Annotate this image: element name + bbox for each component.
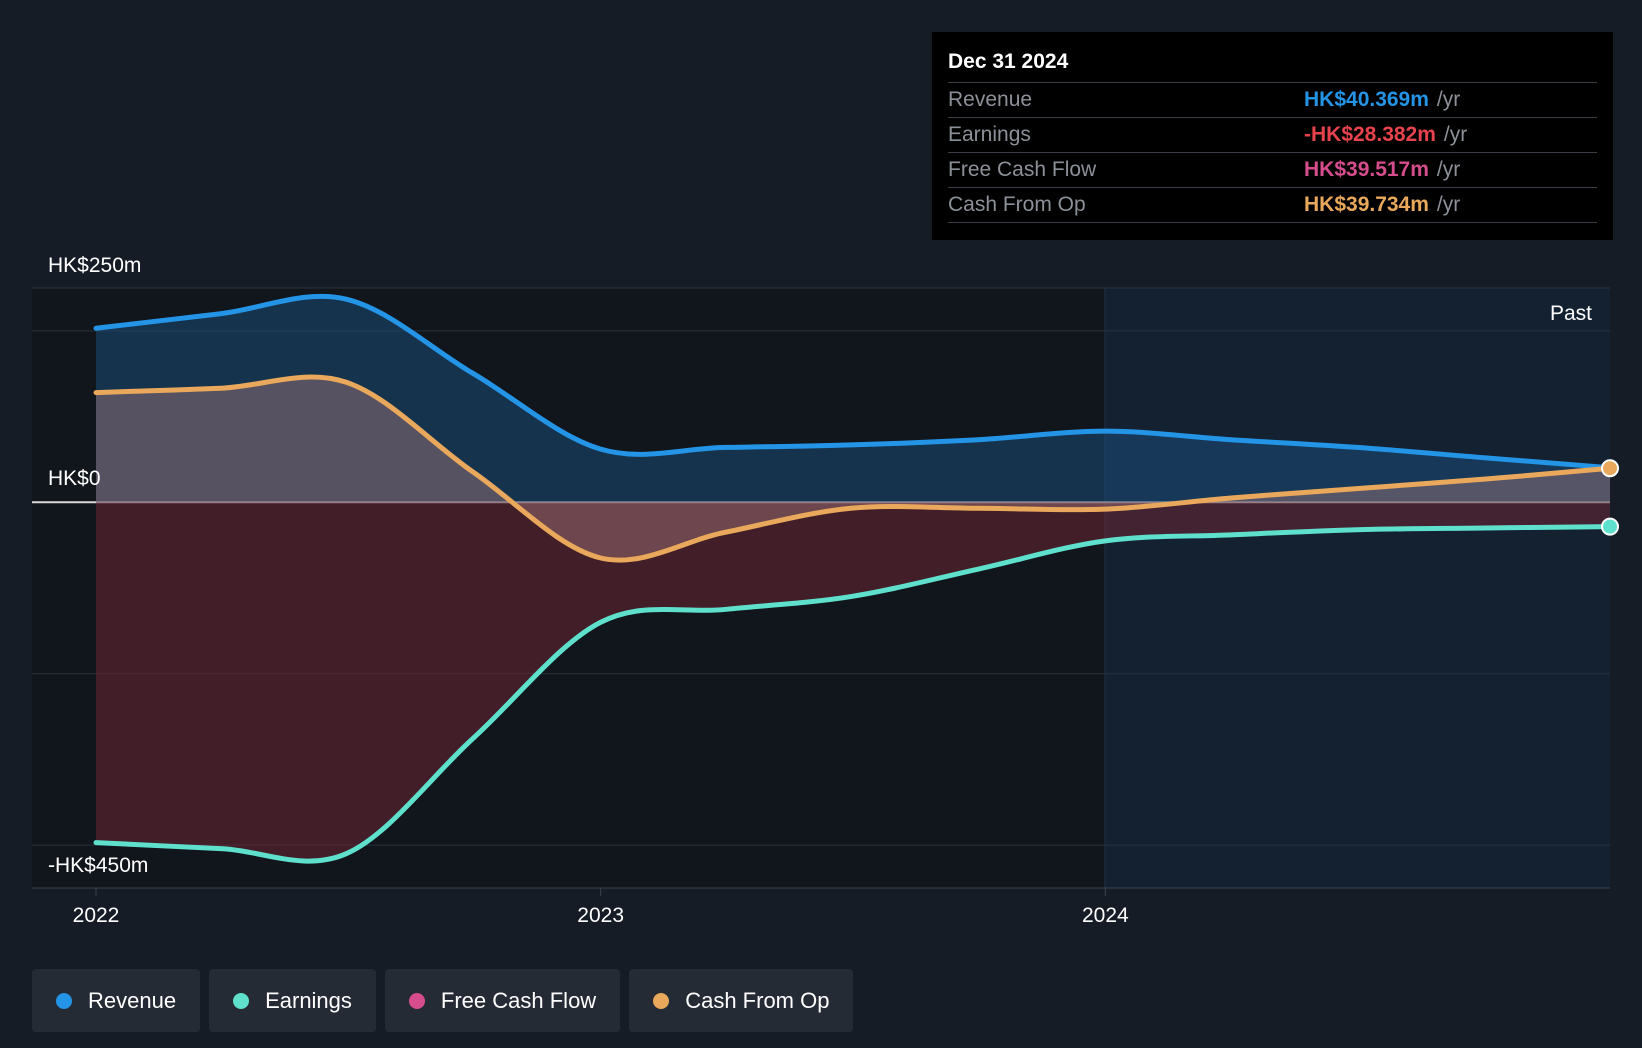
legend-label: Revenue (88, 987, 177, 1013)
tooltip-value: HK$39.517m (1304, 158, 1429, 181)
legend-dot-icon (56, 992, 72, 1009)
area-cash-from-op (96, 377, 1610, 561)
endpoint-earnings (1601, 517, 1619, 536)
line-cash-from-op (93, 374, 1613, 563)
legend: Revenue Earnings Free Cash Flow Cash Fro… (32, 969, 854, 1032)
tooltip-row-cash-from-op: Cash From Op HK$39.734m /yr (948, 188, 1597, 223)
tooltip-label: Cash From Op (948, 193, 1086, 216)
area-revenue (96, 296, 1610, 503)
line-earnings (93, 524, 1613, 864)
past-label: Past (1550, 302, 1592, 325)
tooltip-date: Dec 31 2024 (948, 46, 1597, 83)
legend-dot-icon (653, 992, 670, 1009)
tooltip-label: Free Cash Flow (948, 158, 1097, 181)
area-earnings (96, 502, 1610, 862)
past-region (1105, 288, 1610, 888)
legend-label: Earnings (265, 987, 352, 1013)
series-endpoints (1601, 459, 1619, 536)
tooltip-value: -HK$28.382m (1304, 123, 1436, 146)
legend-label: Free Cash Flow (440, 987, 597, 1013)
x-tick-label: 2024 (1082, 904, 1129, 927)
y-label-top: HK$250m (48, 254, 141, 277)
x-axis-ticks: 2022 2023 2024 (73, 888, 1129, 927)
x-tick-label: 2023 (577, 904, 624, 927)
legend-dot-icon (408, 992, 425, 1009)
tooltip-label: Revenue (948, 88, 1033, 111)
series-areas (96, 296, 1610, 862)
tooltip-unit: /yr (1436, 193, 1461, 216)
tooltip-row-revenue: Revenue HK$40.369m /yr (948, 83, 1597, 118)
tooltip-unit: /yr (1436, 158, 1461, 181)
tooltip-unit: /yr (1443, 123, 1468, 146)
tooltip-row-free-cash-flow: Free Cash Flow HK$39.517m /yr (948, 153, 1597, 188)
legend-item-revenue[interactable]: Revenue (32, 969, 201, 1032)
legend-label: Cash From Op (685, 987, 830, 1013)
tooltip-unit: /yr (1436, 88, 1461, 111)
y-label-bottom: -HK$450m (48, 854, 148, 877)
tooltip-value: HK$40.369m (1304, 88, 1429, 111)
line-revenue (93, 293, 1613, 471)
x-tick-label: 2022 (73, 904, 120, 927)
endpoint-cash-from-op (1601, 459, 1619, 478)
tooltip-value: HK$39.734m (1304, 193, 1429, 216)
tooltip-label: Earnings (948, 123, 1031, 146)
legend-item-earnings[interactable]: Earnings (209, 969, 376, 1032)
tooltip-row-earnings: Earnings -HK$28.382m /yr (948, 118, 1597, 153)
y-label-zero: HK$0 (48, 467, 101, 490)
legend-item-cash-from-op[interactable]: Cash From Op (629, 969, 854, 1032)
series-lines (93, 293, 1613, 864)
legend-item-free-cash-flow[interactable]: Free Cash Flow (384, 969, 621, 1032)
tooltip: Dec 31 2024 Revenue HK$40.369m /yr Earni… (932, 32, 1613, 240)
legend-dot-icon (233, 992, 250, 1009)
